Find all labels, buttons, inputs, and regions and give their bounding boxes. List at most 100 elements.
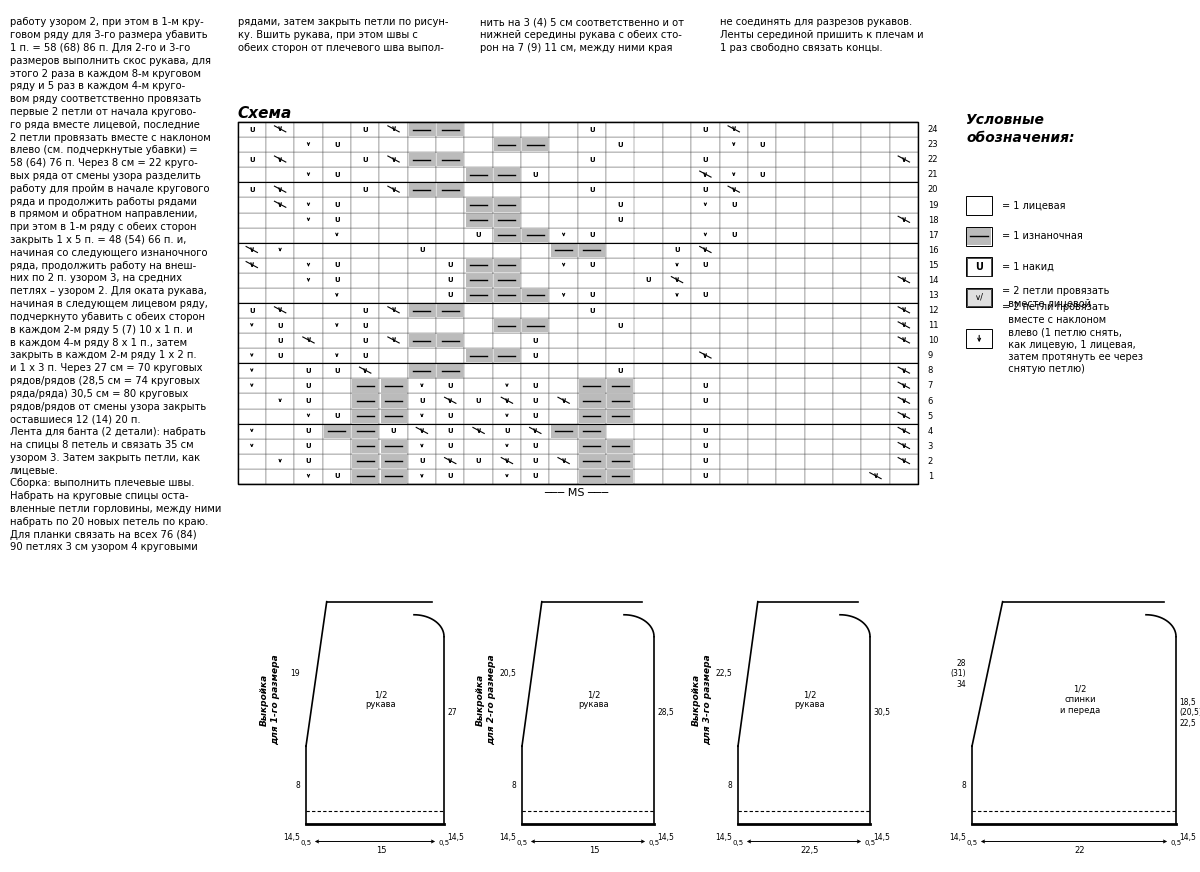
Bar bbox=[662, 228, 691, 242]
Text: ∨: ∨ bbox=[475, 426, 481, 435]
Bar bbox=[466, 349, 492, 363]
Bar bbox=[352, 303, 379, 318]
Bar bbox=[294, 409, 323, 424]
Bar bbox=[748, 137, 776, 153]
Bar bbox=[862, 242, 889, 258]
Bar bbox=[493, 318, 521, 333]
Bar bbox=[635, 122, 662, 137]
Bar bbox=[436, 182, 464, 197]
Text: ∨: ∨ bbox=[277, 185, 283, 194]
Text: 14,5: 14,5 bbox=[1180, 833, 1196, 841]
Bar bbox=[408, 197, 436, 213]
Text: U: U bbox=[419, 248, 425, 253]
Bar bbox=[238, 242, 266, 258]
Bar bbox=[379, 122, 408, 137]
Bar bbox=[353, 410, 378, 423]
Bar bbox=[521, 409, 550, 424]
Bar bbox=[804, 228, 833, 242]
Bar bbox=[493, 469, 521, 484]
Bar bbox=[294, 122, 323, 137]
Bar bbox=[662, 197, 691, 213]
Bar bbox=[889, 318, 918, 333]
Bar bbox=[550, 453, 578, 469]
Bar bbox=[691, 122, 720, 137]
Bar bbox=[266, 469, 294, 484]
Bar bbox=[889, 153, 918, 167]
Text: U: U bbox=[702, 428, 708, 434]
Bar bbox=[635, 273, 662, 288]
Bar bbox=[493, 122, 521, 137]
Bar bbox=[889, 439, 918, 453]
Bar bbox=[635, 242, 662, 258]
Bar bbox=[606, 258, 635, 273]
Bar bbox=[323, 409, 352, 424]
Text: ∨/: ∨/ bbox=[974, 293, 984, 302]
Text: U: U bbox=[702, 459, 708, 465]
Bar bbox=[691, 167, 720, 182]
Text: 14,5: 14,5 bbox=[658, 833, 674, 841]
Text: 1/2
рукава: 1/2 рукава bbox=[366, 690, 396, 710]
Bar bbox=[580, 394, 605, 408]
Bar bbox=[578, 318, 606, 333]
Bar bbox=[464, 469, 493, 484]
Bar bbox=[550, 242, 578, 258]
Bar bbox=[436, 393, 464, 409]
Bar bbox=[408, 318, 436, 333]
Text: рядами, затем закрыть петли по рисун-
ку. Вшить рукава, при этом швы с
обеих сто: рядами, затем закрыть петли по рисун- ку… bbox=[238, 17, 448, 53]
Bar bbox=[748, 439, 776, 453]
Bar bbox=[720, 228, 748, 242]
Bar bbox=[662, 469, 691, 484]
Bar bbox=[294, 228, 323, 242]
Bar bbox=[294, 153, 323, 167]
Bar bbox=[662, 453, 691, 469]
Bar bbox=[578, 167, 606, 182]
Bar bbox=[662, 167, 691, 182]
Bar bbox=[804, 409, 833, 424]
Bar bbox=[294, 242, 323, 258]
Bar bbox=[464, 424, 493, 439]
Bar bbox=[889, 364, 918, 378]
Bar bbox=[580, 454, 605, 468]
Text: U: U bbox=[702, 126, 708, 133]
Bar bbox=[691, 364, 720, 378]
Bar bbox=[436, 197, 464, 213]
Bar bbox=[408, 213, 436, 228]
Bar bbox=[606, 153, 635, 167]
Bar bbox=[635, 318, 662, 333]
Bar bbox=[380, 379, 407, 392]
Bar bbox=[379, 424, 408, 439]
Bar bbox=[862, 122, 889, 137]
Text: 15: 15 bbox=[376, 846, 386, 855]
Text: U: U bbox=[362, 323, 368, 329]
Bar bbox=[606, 197, 635, 213]
Bar bbox=[720, 258, 748, 273]
Bar bbox=[967, 228, 991, 245]
Bar bbox=[578, 288, 606, 303]
Bar bbox=[550, 364, 578, 378]
Bar bbox=[436, 213, 464, 228]
Bar bbox=[748, 153, 776, 167]
Bar bbox=[833, 153, 862, 167]
Bar bbox=[804, 213, 833, 228]
Bar bbox=[635, 409, 662, 424]
Bar bbox=[833, 197, 862, 213]
Text: U: U bbox=[277, 323, 283, 329]
Bar bbox=[238, 469, 266, 484]
Bar bbox=[379, 453, 408, 469]
Bar bbox=[493, 303, 521, 318]
Bar bbox=[379, 213, 408, 228]
Text: 0,5: 0,5 bbox=[300, 840, 312, 846]
Bar bbox=[833, 318, 862, 333]
Text: U: U bbox=[533, 473, 538, 480]
Bar bbox=[238, 122, 266, 137]
Bar bbox=[494, 228, 520, 242]
Text: U: U bbox=[589, 308, 595, 314]
Bar bbox=[380, 470, 407, 483]
Text: 14,5: 14,5 bbox=[283, 833, 300, 841]
Bar bbox=[294, 439, 323, 453]
Bar bbox=[804, 439, 833, 453]
Bar bbox=[662, 273, 691, 288]
Bar bbox=[862, 378, 889, 393]
Bar bbox=[691, 197, 720, 213]
Text: U: U bbox=[448, 262, 454, 269]
